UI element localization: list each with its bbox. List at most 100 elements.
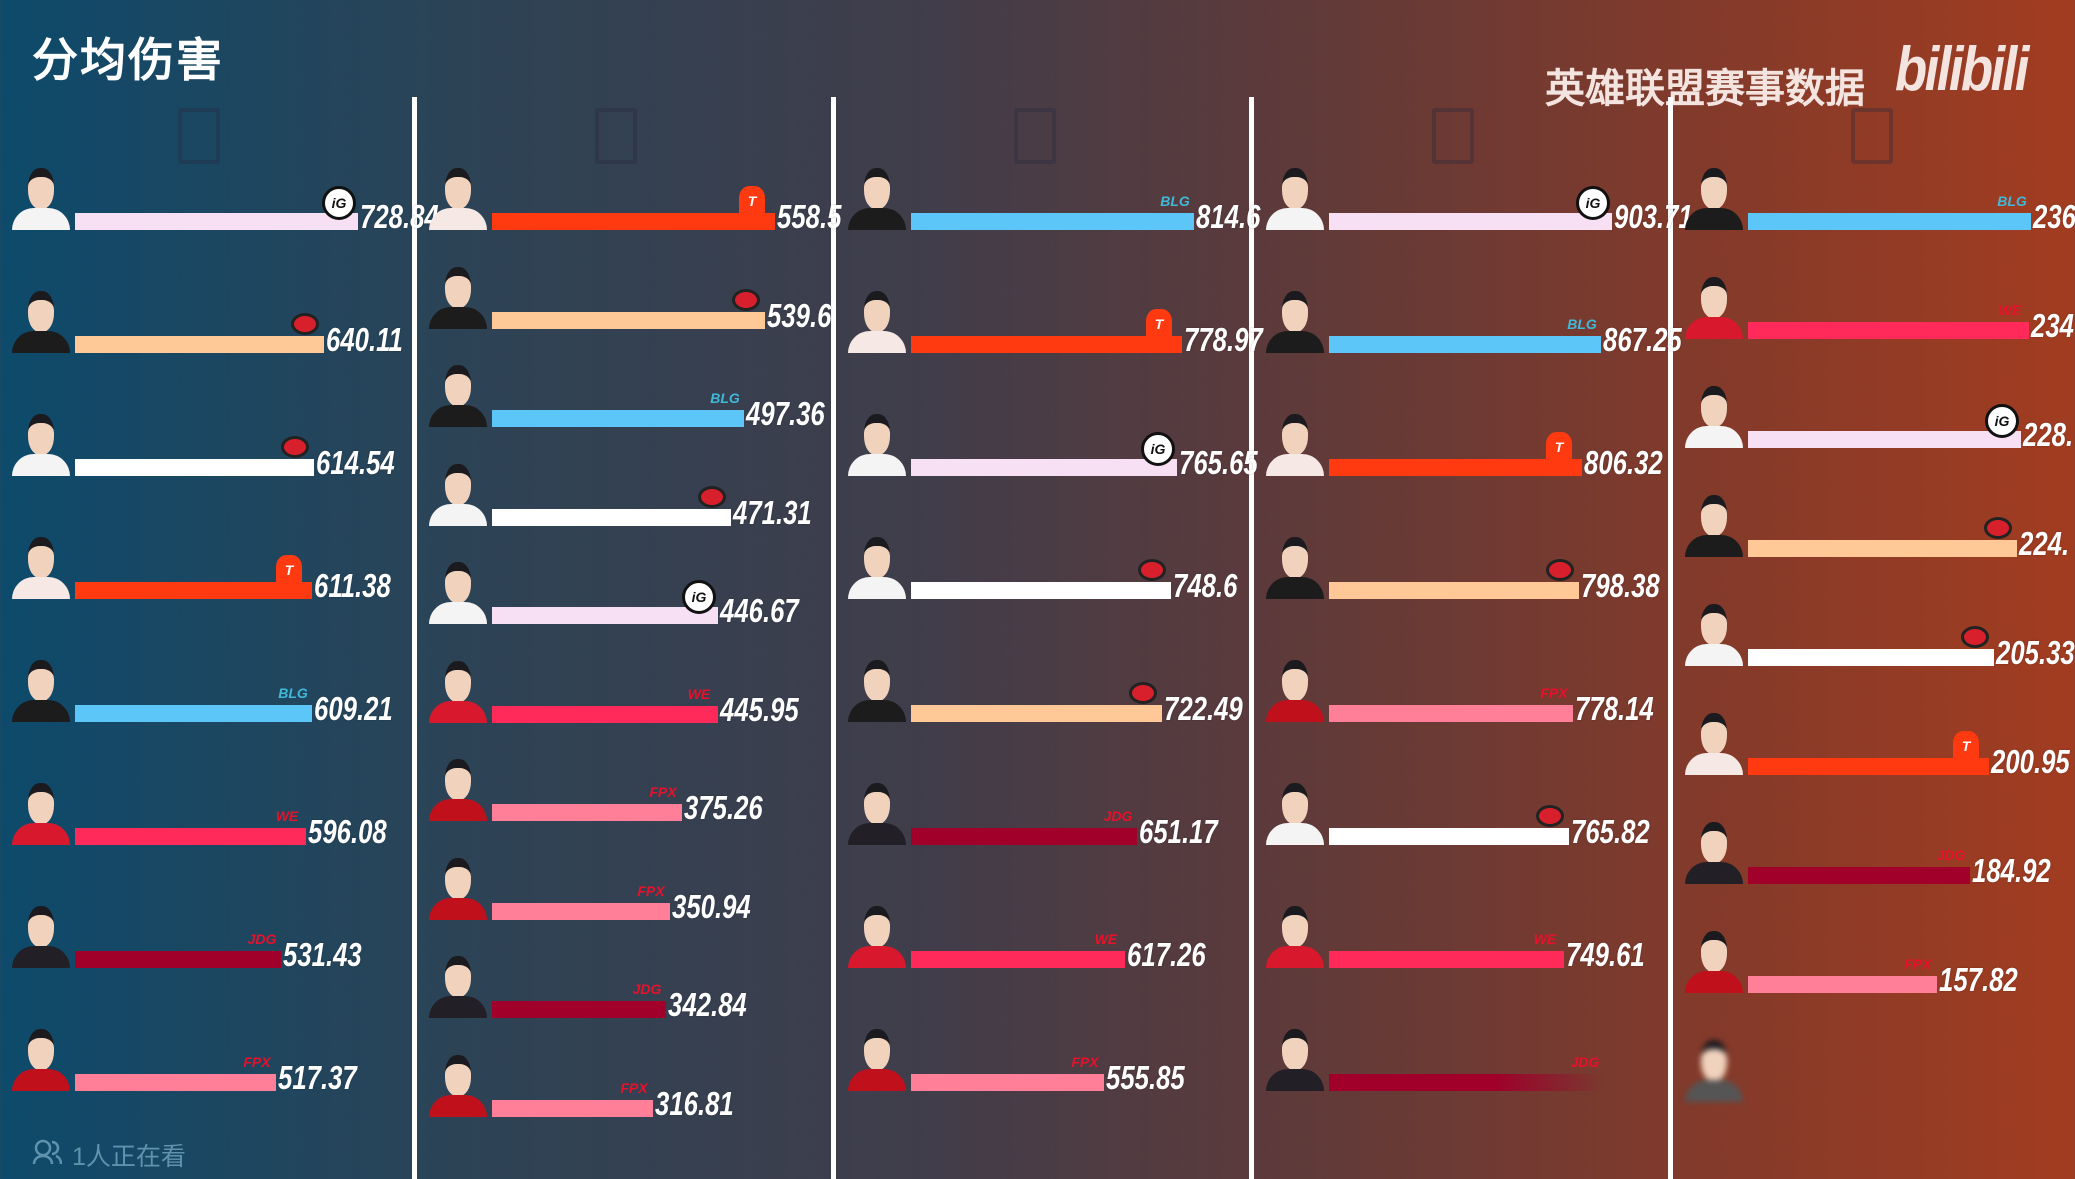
value-label: 445.95 — [720, 690, 799, 728]
value-label: 558.5 — [777, 198, 842, 235]
value-label: 539.6 — [767, 296, 832, 334]
bar-row: 614.54 — [0, 406, 410, 481]
value-label: 517.37 — [278, 1059, 357, 1096]
jdg-logo-icon: JDG — [1570, 1054, 1600, 1070]
ig-logo-icon: iG — [682, 580, 716, 614]
player-avatar — [425, 1051, 491, 1117]
value-label: 234 — [2031, 307, 2074, 344]
player-avatar — [1262, 902, 1328, 968]
bar-blg — [1748, 213, 2031, 230]
value-label: 446.67 — [720, 592, 799, 629]
player-avatar — [1681, 600, 1747, 666]
player-avatar — [1681, 273, 1747, 339]
player-avatar — [8, 1025, 74, 1091]
bar-al — [1329, 582, 1579, 599]
bar-row: JDG 531.43 — [0, 898, 410, 973]
bar-fpx — [492, 902, 670, 920]
bar-row: WE 234 — [1673, 269, 2075, 344]
player-avatar — [1262, 410, 1328, 476]
value-label: 640.11 — [326, 321, 403, 358]
bar-row: iG 728.84 — [0, 160, 439, 235]
value-label: 778.97 — [1184, 321, 1263, 358]
bar-we — [1748, 322, 2029, 339]
player-avatar — [844, 779, 910, 845]
bar-al — [911, 705, 1162, 722]
bar-row: iG 228. — [1673, 378, 2075, 453]
jdg-logo-icon: JDG — [1936, 847, 1966, 863]
bar-jdg — [1748, 867, 1970, 884]
value-label: 236 — [2033, 198, 2075, 235]
bar-row: WE 749.61 — [1254, 898, 1664, 973]
wbg-logo-icon — [1533, 801, 1567, 831]
viewer-count-text: 1人正在看 — [72, 1143, 186, 1171]
people-icon — [32, 1139, 63, 1172]
player-avatar — [844, 902, 910, 968]
fpx-logo-icon: FPX — [243, 1054, 271, 1070]
player-avatar — [8, 656, 74, 722]
player-avatar — [1262, 287, 1328, 353]
fpx-logo-icon: FPX — [620, 1079, 648, 1096]
player-avatar — [425, 854, 491, 920]
bar-wbg — [492, 508, 731, 526]
bar-row: 748.6 — [836, 529, 1246, 604]
bar-wbg — [1329, 828, 1569, 845]
bar-wbg — [75, 459, 314, 476]
bar-al — [492, 311, 765, 329]
bar-al — [75, 336, 324, 353]
fpx-logo-icon: FPX — [1540, 685, 1568, 701]
player-avatar — [425, 361, 491, 427]
role-icon — [1432, 108, 1474, 164]
we-logo-icon: WE — [687, 685, 711, 702]
value-label: 651.17 — [1139, 813, 1218, 850]
bar-al — [1748, 540, 2017, 557]
panel-divider — [1668, 97, 1673, 1179]
bar-row: 224. — [1673, 487, 2075, 562]
value-label: 814.6 — [1196, 198, 1261, 235]
value-label: 617.26 — [1127, 936, 1206, 973]
player-avatar — [1681, 927, 1747, 993]
bar-fpx — [911, 1074, 1104, 1091]
bar-row: FPX 350.94 — [417, 850, 827, 925]
value-label: 614.54 — [316, 444, 395, 481]
player-avatar — [1262, 533, 1328, 599]
tes-logo-icon: T — [1146, 309, 1172, 339]
value-label: 722.49 — [1164, 690, 1243, 727]
player-avatar — [1681, 818, 1747, 884]
player-avatar — [1262, 779, 1328, 845]
player-avatar — [8, 533, 74, 599]
value-label: 157.82 — [1939, 961, 2018, 998]
al-logo-icon — [1543, 555, 1577, 585]
ig-logo-icon: iG — [1141, 432, 1175, 466]
value-label: 765.65 — [1179, 444, 1258, 481]
player-avatar — [1681, 382, 1747, 448]
we-logo-icon: WE — [1998, 302, 2022, 318]
bar-tes — [911, 336, 1182, 353]
value-label: 375.26 — [684, 789, 763, 826]
bar-tes — [1329, 459, 1582, 476]
player-avatar — [425, 952, 491, 1018]
bar-fpx — [75, 1074, 276, 1091]
bar-ig — [1748, 431, 2021, 448]
al-logo-icon — [1981, 513, 2015, 543]
bar-we — [492, 705, 718, 723]
bar-row: T 558.5 — [417, 160, 841, 235]
chart-panel: iG 728.84 640.11 614.54 T 611.38 BLG 609.21 WE 59… — [0, 0, 439, 1179]
player-avatar — [425, 755, 491, 821]
value-label: 342.84 — [668, 986, 747, 1023]
bar-ig — [1329, 213, 1612, 230]
value-label: 748.6 — [1173, 567, 1238, 604]
bar-row: FPX 157.82 — [1673, 923, 2075, 998]
role-icon — [1014, 108, 1056, 164]
bar-row: 722.49 — [836, 652, 1246, 727]
bar-wbg — [1748, 649, 1994, 666]
role-icon — [178, 108, 220, 164]
bar-ig — [75, 213, 358, 230]
bar-row: JDG 184.92 — [1673, 814, 2075, 889]
bar-row: T 778.97 — [836, 283, 1263, 358]
blg-logo-icon: BLG — [1997, 193, 2027, 209]
player-avatar — [8, 287, 74, 353]
bar-row: 765.82 — [1254, 775, 1664, 850]
bar-row: iG 446.67 — [417, 554, 827, 629]
al-logo-icon — [288, 309, 322, 339]
bar-row: 471.31 — [417, 456, 827, 531]
